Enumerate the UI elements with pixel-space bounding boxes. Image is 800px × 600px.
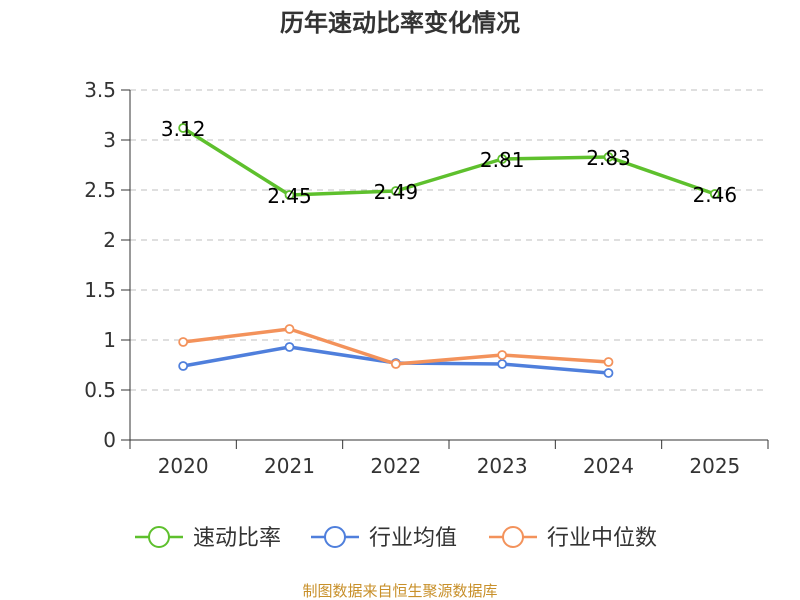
legend-marker — [324, 526, 346, 548]
data-label: 2.83 — [586, 146, 631, 170]
series-0: 3.12 2.45 2.49 2.81 2.83 2.46 — [161, 117, 737, 208]
series-group: 3.12 2.45 2.49 2.81 2.83 2.46 — [161, 117, 737, 378]
series-2 — [178, 324, 614, 369]
legend-item[interactable]: 行业均值 — [311, 526, 457, 551]
data-point — [284, 324, 295, 334]
chart-title: 历年速动比率变化情况 — [280, 9, 520, 37]
x-tick-label: 2024 — [583, 454, 634, 478]
legend: 速动比率 行业均值 行业中位数 — [135, 526, 657, 551]
x-tick-label: 2020 — [158, 454, 209, 478]
data-point — [497, 359, 508, 369]
data-point — [603, 357, 614, 367]
y-tick-label: 0.5 — [84, 378, 116, 402]
legend-item[interactable]: 行业中位数 — [489, 526, 657, 551]
y-tick-label: 0 — [103, 428, 116, 452]
x-tick-label: 2025 — [689, 454, 740, 478]
series-line — [182, 126, 716, 197]
data-point — [390, 186, 401, 196]
data-label: 2.46 — [693, 183, 738, 207]
grid-lines — [130, 89, 768, 391]
data-label: 3.12 — [161, 117, 206, 141]
data-point — [497, 350, 508, 360]
data-label: 2.49 — [374, 180, 419, 204]
data-point — [178, 123, 189, 133]
legend-item[interactable]: 速动比率 — [135, 526, 281, 551]
data-point — [390, 359, 401, 369]
legend-label: 行业均值 — [369, 526, 457, 551]
legend-label: 行业中位数 — [547, 526, 657, 551]
legend-label: 速动比率 — [193, 526, 281, 551]
x-tick-label: 2021 — [264, 454, 315, 478]
data-point — [497, 154, 508, 164]
y-axis-ticks: 0 0.5 1 1.5 2 2.5 3 3.5 — [84, 78, 130, 452]
x-tick-label: 2023 — [477, 454, 528, 478]
source-note: 制图数据来自恒生聚源数据库 — [302, 582, 497, 600]
data-point — [603, 152, 614, 162]
y-tick-label: 2 — [103, 228, 116, 252]
data-label: 2.81 — [480, 148, 525, 172]
x-axis-ticks: 2020 2021 2022 2023 2024 2025 — [129, 440, 769, 478]
data-label: 2.45 — [267, 184, 312, 208]
y-tick-label: 2.5 — [84, 178, 116, 202]
data-point — [178, 337, 189, 347]
y-tick-label: 3 — [103, 128, 116, 152]
axes — [129, 90, 768, 441]
y-tick-label: 1 — [103, 328, 116, 352]
legend-marker — [148, 526, 170, 548]
legend-marker — [502, 526, 524, 548]
data-point — [709, 189, 720, 199]
y-tick-label: 3.5 — [84, 78, 116, 102]
data-point — [178, 361, 189, 371]
data-point — [603, 368, 614, 378]
data-point — [284, 342, 295, 352]
y-tick-label: 1.5 — [84, 278, 116, 302]
x-tick-label: 2022 — [370, 454, 421, 478]
data-point — [284, 190, 295, 200]
